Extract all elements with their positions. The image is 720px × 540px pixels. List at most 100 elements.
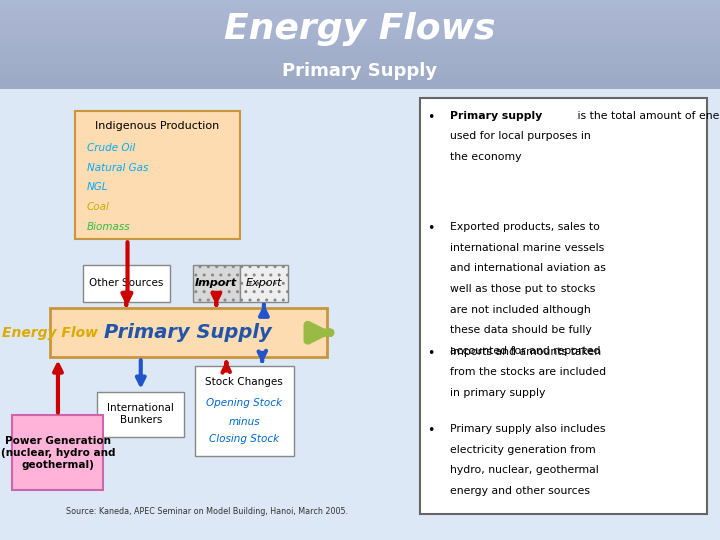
Bar	[0, 84, 720, 85]
Bar	[0, 52, 720, 53]
Bar	[0, 45, 720, 46]
FancyBboxPatch shape	[240, 265, 288, 302]
Text: International
Bunkers: International Bunkers	[107, 403, 174, 425]
Text: in primary supply: in primary supply	[450, 388, 545, 398]
Bar	[0, 53, 720, 55]
Text: NGL: NGL	[87, 183, 109, 192]
FancyBboxPatch shape	[83, 265, 170, 302]
Bar	[0, 29, 720, 30]
Text: Power Generation
(nuclear, hydro and
geothermal): Power Generation (nuclear, hydro and geo…	[1, 436, 115, 470]
Text: •: •	[427, 222, 434, 235]
Bar	[0, 46, 720, 48]
Bar	[0, 16, 720, 18]
Bar	[0, 4, 720, 5]
Bar	[0, 11, 720, 12]
Bar	[0, 70, 720, 71]
FancyBboxPatch shape	[50, 308, 327, 357]
FancyBboxPatch shape	[420, 98, 707, 514]
Bar	[0, 37, 720, 39]
Bar	[0, 43, 720, 45]
Bar	[0, 2, 720, 4]
Text: Closing Stock: Closing Stock	[210, 434, 279, 444]
Bar	[0, 7, 720, 9]
Text: and international aviation as: and international aviation as	[450, 264, 606, 273]
Text: the economy: the economy	[450, 152, 521, 162]
Bar	[0, 22, 720, 23]
Bar	[0, 50, 720, 52]
Bar	[0, 23, 720, 25]
Bar	[0, 30, 720, 32]
Text: hydro, nuclear, geothermal: hydro, nuclear, geothermal	[450, 465, 598, 475]
Bar	[0, 26, 720, 29]
Bar	[0, 60, 720, 62]
Text: Primary Supply: Primary Supply	[104, 323, 272, 342]
Bar	[0, 68, 720, 70]
Bar	[0, 77, 720, 78]
Text: well as those put to stocks: well as those put to stocks	[450, 284, 595, 294]
FancyBboxPatch shape	[74, 111, 240, 239]
Bar	[0, 39, 720, 41]
Text: Export: Export	[246, 278, 282, 288]
Bar	[0, 34, 720, 36]
Text: Exported products, sales to: Exported products, sales to	[450, 222, 600, 232]
Bar	[0, 85, 720, 87]
Bar	[0, 75, 720, 77]
Text: international marine vessels: international marine vessels	[450, 243, 604, 253]
Text: are not included although: are not included although	[450, 305, 590, 315]
Bar	[0, 87, 720, 89]
Text: is the total amount of energy that was: is the total amount of energy that was	[574, 111, 720, 120]
Text: Energy Flow: Energy Flow	[2, 326, 98, 340]
Text: Primary supply: Primary supply	[450, 111, 542, 120]
Bar	[0, 57, 720, 59]
Bar	[0, 55, 720, 57]
FancyBboxPatch shape	[12, 415, 104, 490]
Text: used for local purposes in: used for local purposes in	[450, 131, 590, 141]
FancyBboxPatch shape	[192, 265, 240, 302]
Bar	[0, 25, 720, 26]
Bar	[0, 9, 720, 11]
Text: accounted for and reported: accounted for and reported	[450, 346, 600, 356]
Text: Source: Kaneda, APEC Seminar on Model Building, Hanoi, March 2005.: Source: Kaneda, APEC Seminar on Model Bu…	[66, 507, 348, 516]
Text: Stock Changes: Stock Changes	[205, 377, 283, 387]
Bar	[0, 0, 720, 2]
Text: electricity generation from: electricity generation from	[450, 444, 595, 455]
Bar	[0, 82, 720, 84]
Text: Coal: Coal	[87, 202, 110, 212]
Bar	[0, 14, 720, 16]
Text: these data should be fully: these data should be fully	[450, 325, 592, 335]
Text: Primary Supply: Primary Supply	[282, 62, 438, 80]
Text: Energy Flows: Energy Flows	[224, 11, 496, 45]
Bar	[0, 64, 720, 66]
Text: Imports and amounts taken: Imports and amounts taken	[450, 347, 601, 357]
Bar	[0, 73, 720, 75]
Text: from the stocks are included: from the stocks are included	[450, 367, 606, 377]
Text: minus: minus	[228, 417, 260, 427]
Bar	[0, 59, 720, 60]
Text: Natural Gas: Natural Gas	[87, 163, 148, 172]
Text: energy and other sources: energy and other sources	[450, 486, 590, 496]
Text: Opening Stock: Opening Stock	[206, 398, 282, 408]
Text: Indigenous Production: Indigenous Production	[95, 122, 220, 131]
Text: •: •	[427, 347, 434, 360]
Text: •: •	[427, 111, 434, 124]
Text: Other Sources: Other Sources	[89, 278, 163, 288]
FancyBboxPatch shape	[97, 392, 184, 437]
Bar	[0, 78, 720, 80]
Bar	[0, 12, 720, 14]
Bar	[0, 80, 720, 82]
Bar	[0, 18, 720, 19]
Bar	[0, 63, 720, 64]
Bar	[0, 36, 720, 37]
Bar	[0, 48, 720, 50]
Text: Crude Oil: Crude Oil	[87, 143, 135, 153]
FancyBboxPatch shape	[194, 366, 294, 456]
Text: Biomass: Biomass	[87, 222, 130, 232]
Bar	[0, 41, 720, 43]
Text: Import: Import	[195, 278, 238, 288]
Bar	[0, 19, 720, 22]
Text: Primary supply also includes: Primary supply also includes	[450, 424, 606, 434]
Bar	[0, 5, 720, 7]
Bar	[0, 66, 720, 68]
Text: •: •	[427, 424, 434, 437]
Bar	[0, 71, 720, 73]
